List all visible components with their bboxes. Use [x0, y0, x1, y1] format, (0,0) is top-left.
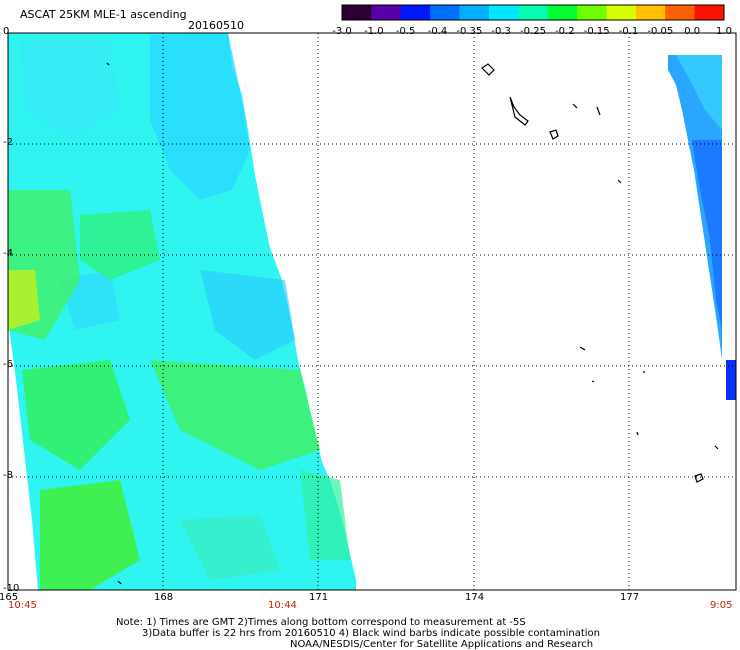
colorbar: [341, 4, 725, 21]
note-line-3: NOAA/NESDIS/Center for Satellite Applica…: [290, 639, 594, 650]
time-left: 10:45: [8, 600, 37, 611]
colorbar-segment: [400, 5, 431, 20]
colorbar-label: -0.15: [584, 26, 610, 37]
colorbar-label: 1.0: [716, 26, 732, 37]
map-title: ASCAT 25KM MLE-1 ascending: [20, 8, 187, 21]
colorbar-label: -0.4: [428, 26, 448, 37]
colorbar-label: -3.0: [332, 26, 352, 37]
note-line-1: Note: 1) Times are GMT 2)Times along bot…: [116, 617, 526, 628]
colorbar-segment: [694, 5, 725, 20]
swath-right: [668, 55, 736, 400]
colorbar-border: [341, 4, 725, 21]
colorbar-label: -0.5: [396, 26, 416, 37]
colorbar-label: -1.0: [364, 26, 384, 37]
colorbar-segment: [577, 5, 607, 20]
latitude-label: -2: [3, 137, 13, 148]
colorbar-label: -0.05: [647, 26, 673, 37]
colorbar-segment: [430, 5, 461, 20]
colorbar-segment: [342, 5, 372, 20]
colorbar-segment: [371, 5, 402, 20]
colorbar-label: -0.35: [456, 26, 482, 37]
latitude-label: -6: [3, 359, 13, 370]
colorbar-label: -0.25: [520, 26, 546, 37]
colorbar-segment: [518, 5, 549, 20]
longitude-label: 177: [620, 592, 640, 603]
latitude-label: -4: [3, 248, 13, 259]
colorbar-labels: -3.0 -1.0 -0.5 -0.4 -0.35 -0.3 -0.25 -0.2 -0.15-…: [332, 26, 732, 37]
note-line-2: 3)Data buffer is 22 hrs from 20160510 4)…: [142, 628, 600, 639]
colorbar-segment: [488, 5, 519, 20]
colorbar-segment: [635, 5, 666, 20]
colorbar-label: -0.3: [491, 26, 511, 37]
colorbar-label: -0.1: [619, 26, 639, 37]
longitude-label: 174: [465, 592, 485, 603]
colorbar-label: 0.0: [684, 26, 700, 37]
longitude-label: 171: [309, 592, 329, 603]
coastlines: [106, 62, 719, 585]
longitude-label: 165: [0, 592, 19, 603]
longitude-label: 168: [154, 592, 174, 603]
colorbar-segment: [459, 5, 490, 20]
colorbar-segment: [665, 5, 696, 20]
colorbar-segment: [547, 5, 578, 20]
swath-left: [8, 33, 356, 590]
time-right: 9:05: [710, 600, 733, 611]
graticule: [8, 33, 736, 590]
map-date: 20160510: [188, 19, 244, 32]
latitude-label: 0: [3, 26, 10, 37]
colorbar-segment: [606, 5, 637, 20]
latitude-label: -10: [3, 583, 20, 594]
colorbar-label: -0.2: [555, 26, 575, 37]
time-middle: 10:44: [268, 600, 297, 611]
latitude-label: -8: [3, 470, 13, 481]
